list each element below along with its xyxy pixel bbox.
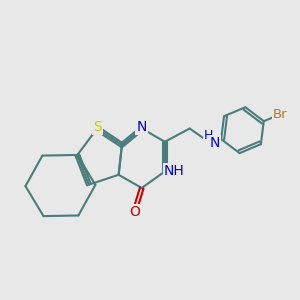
Text: N: N [209,136,220,150]
Text: O: O [129,205,140,219]
Text: NH: NH [164,164,184,178]
Text: N: N [136,120,147,134]
Text: Br: Br [273,108,288,121]
Text: H: H [204,129,213,142]
Text: S: S [93,120,101,134]
